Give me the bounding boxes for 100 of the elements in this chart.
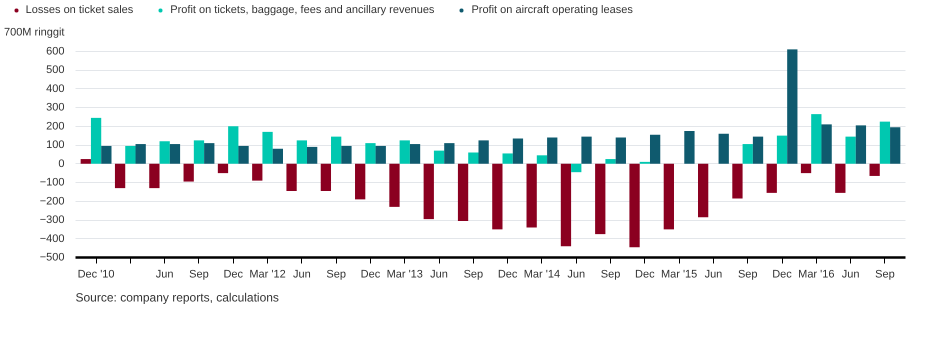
bar xyxy=(320,164,332,191)
bar xyxy=(629,164,640,248)
bar xyxy=(238,146,249,164)
bar xyxy=(698,164,708,218)
bar xyxy=(468,152,478,164)
bar xyxy=(650,134,660,164)
bar xyxy=(458,164,468,221)
x-tick-label: Jun xyxy=(292,268,311,280)
bar xyxy=(272,148,283,164)
y-tick-label: 200 xyxy=(46,120,65,132)
bar xyxy=(718,134,729,164)
y-tick-label: −400 xyxy=(40,232,65,245)
bar xyxy=(776,136,788,164)
bar xyxy=(821,124,832,164)
y-tick-label: −200 xyxy=(40,195,65,208)
x-tick-label: Mar '15 xyxy=(660,268,698,280)
bar xyxy=(365,143,376,164)
y-tick-label: −300 xyxy=(40,214,65,226)
bar xyxy=(101,146,112,164)
bar xyxy=(424,164,434,220)
bar xyxy=(732,164,743,198)
bar xyxy=(560,164,572,246)
bar xyxy=(262,132,273,164)
x-tick-label: Sep xyxy=(464,268,484,280)
bar xyxy=(835,164,846,193)
bar xyxy=(170,144,180,164)
x-tick-label: Sep xyxy=(875,268,895,280)
bar xyxy=(787,49,798,164)
bar xyxy=(136,144,146,164)
x-tick-label: Jun xyxy=(842,268,860,280)
y-tick-label: 700M ringgit xyxy=(4,26,65,38)
bar xyxy=(856,125,866,164)
legend-label: Profit on tickets, baggage, fees and ancillary revenues xyxy=(170,4,434,16)
bar xyxy=(331,136,342,164)
y-tick-label: −100 xyxy=(40,176,65,188)
x-tick-label: Dec xyxy=(772,268,792,280)
bar xyxy=(341,146,352,164)
x-tick-label: Dec '10 xyxy=(78,268,115,280)
y-tick-label: 400 xyxy=(46,82,65,95)
bar xyxy=(547,138,558,164)
x-tick-label: Sep xyxy=(738,268,758,280)
legend-label: Losses on ticket sales xyxy=(26,4,134,16)
bar xyxy=(752,136,764,164)
bar xyxy=(434,150,444,164)
bar xyxy=(869,164,880,176)
x-tick-label: Mar '16 xyxy=(798,268,834,280)
source-note: Source: company reports, calculations xyxy=(76,290,279,304)
bar xyxy=(664,164,674,230)
bar xyxy=(410,144,420,164)
bar xyxy=(286,164,297,191)
bar xyxy=(400,140,410,164)
bar xyxy=(766,164,777,193)
x-tick-label: Dec xyxy=(635,268,656,280)
x-tick-label: Mar '12 xyxy=(249,268,286,280)
y-tick-label: 0 xyxy=(58,158,65,170)
bar xyxy=(512,138,524,164)
y-tick-label: 500 xyxy=(46,64,65,76)
x-tick-label: Dec xyxy=(360,268,381,280)
bar xyxy=(389,164,400,207)
bar xyxy=(125,146,136,164)
x-tick-label: Jun xyxy=(567,268,586,280)
bar xyxy=(204,143,214,164)
bar xyxy=(478,140,489,164)
bar xyxy=(595,164,606,234)
bar xyxy=(492,164,503,230)
bar xyxy=(252,164,262,181)
bar xyxy=(742,144,753,164)
bar xyxy=(296,140,308,164)
bar xyxy=(194,140,204,164)
bar xyxy=(228,126,238,164)
bar xyxy=(307,146,318,164)
y-tick-label: −500 xyxy=(40,252,65,264)
bar xyxy=(502,153,513,164)
bar xyxy=(684,130,695,164)
bar xyxy=(526,164,537,228)
bar xyxy=(160,141,170,164)
bar xyxy=(114,164,126,188)
bar xyxy=(444,143,454,164)
x-tick-label: Dec xyxy=(498,268,518,280)
bar xyxy=(616,138,626,164)
y-tick-label: 600 xyxy=(46,45,65,58)
bar xyxy=(149,164,160,188)
bar xyxy=(90,118,102,164)
bar xyxy=(376,146,386,164)
bar xyxy=(605,159,616,164)
x-tick-label: Jun xyxy=(704,268,722,280)
bar xyxy=(890,127,900,164)
x-tick-label: Sep xyxy=(600,268,620,280)
legend-label: Profit on aircraft operating leases xyxy=(471,4,633,16)
bar xyxy=(845,136,856,164)
bar xyxy=(571,164,582,172)
y-tick-label: 100 xyxy=(46,139,65,151)
bar xyxy=(80,159,91,164)
x-tick-label: Sep xyxy=(189,268,209,280)
x-tick-label: Mar '13 xyxy=(386,268,423,280)
bar xyxy=(800,164,812,174)
x-tick-label: Dec xyxy=(223,268,244,280)
bar xyxy=(811,114,822,164)
x-tick-label: Mar '14 xyxy=(524,268,560,280)
bar xyxy=(880,122,890,164)
